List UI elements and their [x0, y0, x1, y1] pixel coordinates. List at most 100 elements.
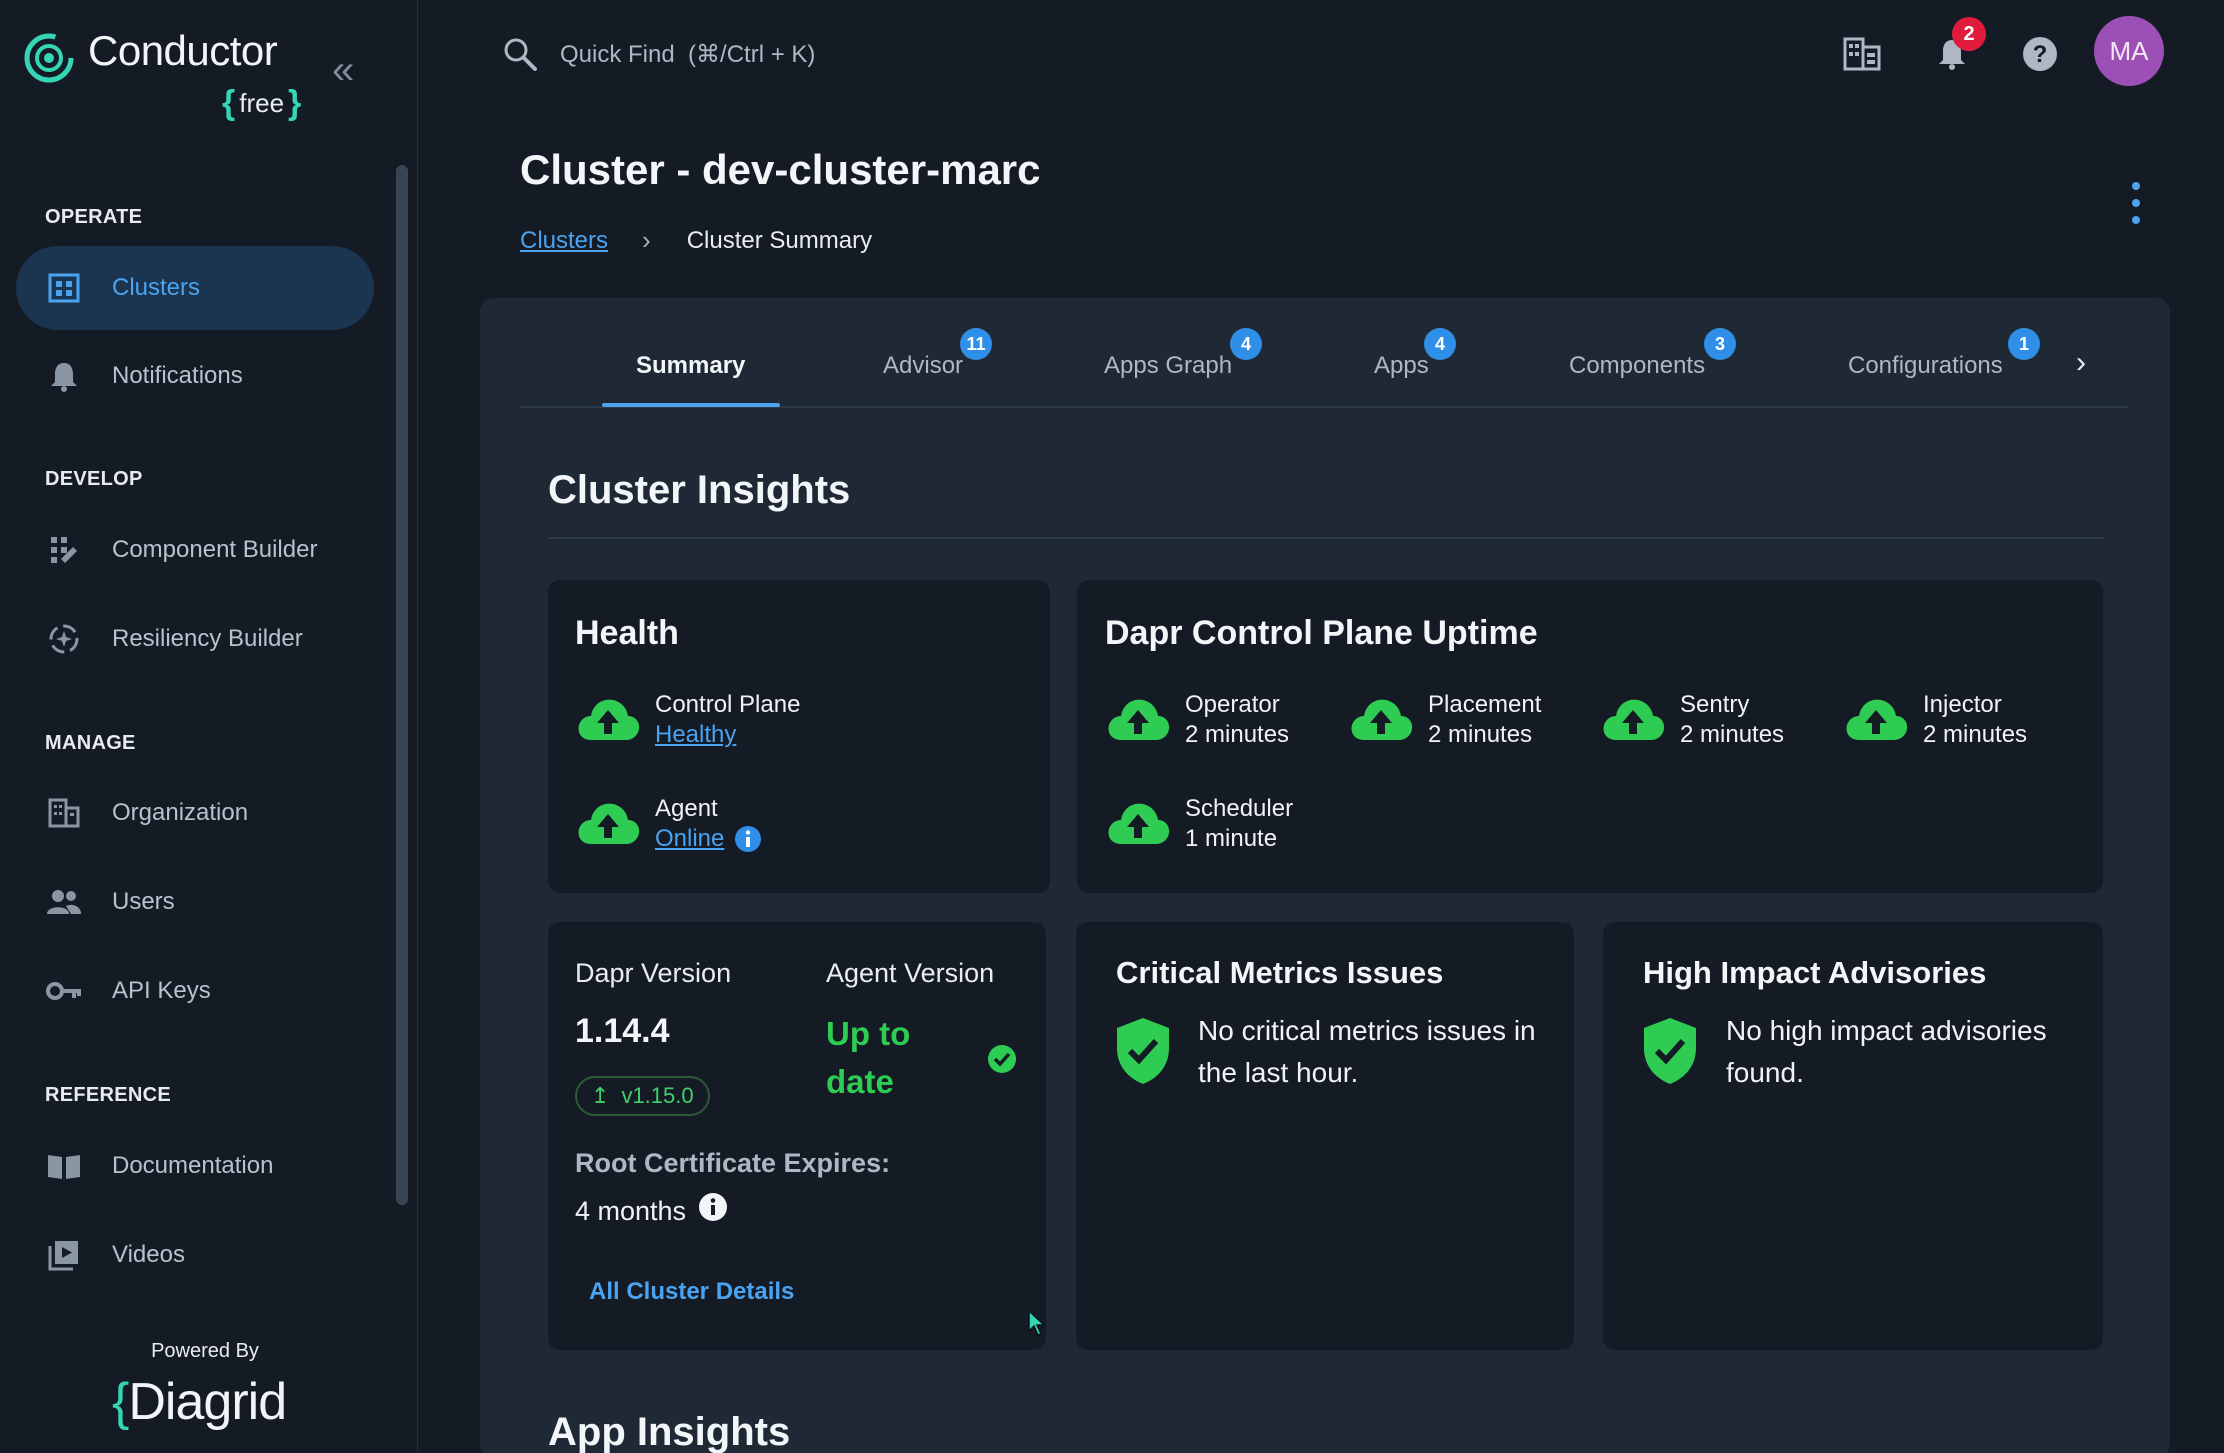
svg-text:?: ? — [2033, 41, 2048, 68]
sidebar-item-label: Clusters — [112, 274, 201, 301]
root-cert-label: Root Certificate Expires: — [575, 1148, 891, 1178]
tab-apps[interactable]: Apps — [1374, 352, 1429, 379]
tab-bar — [520, 298, 2128, 408]
critical-metrics-title: Critical Metrics Issues — [1116, 955, 1444, 990]
sidebar-scrollbar[interactable] — [396, 165, 408, 1205]
book-icon — [46, 1148, 82, 1184]
critical-metrics-card — [1076, 922, 1574, 1350]
uptime-value: 2 minutes — [1923, 721, 2028, 748]
sidebar-item-documentation[interactable]: Documentation — [16, 1124, 374, 1208]
agent-status: Agent Online — [575, 794, 762, 854]
logo[interactable]: Conductor — [22, 30, 278, 86]
shield-check-icon — [1644, 1018, 1696, 1084]
grid-icon — [46, 270, 82, 306]
control-plane-label: Control Plane — [655, 691, 801, 718]
tabs-scroll-right-icon[interactable]: › — [2076, 346, 2086, 379]
key-icon — [46, 973, 82, 1009]
dapr-version-value: 1.14.4 — [575, 1012, 670, 1050]
tab-apps-badge: 4 — [1424, 328, 1456, 360]
breadcrumb-current: Cluster Summary — [686, 226, 873, 254]
versions-card — [548, 922, 1046, 1350]
cluster-insights-title: Cluster Insights — [548, 468, 851, 512]
tab-configurations[interactable]: Configurations — [1848, 352, 2003, 379]
uptime-value: 1 minute — [1185, 825, 1278, 852]
advisories-message: No high impact advisories found. — [1726, 1015, 2047, 1088]
agent-version-value: Up to date — [826, 1015, 911, 1100]
sidebar-item-users[interactable]: Users — [16, 860, 374, 944]
search-placeholder: Quick Find (⌘/Ctrl + K) — [560, 40, 816, 68]
cloud-upload-icon — [578, 699, 640, 740]
uptime-label: Placement — [1428, 691, 1542, 718]
tab-advisor[interactable]: Advisor — [883, 352, 964, 379]
shield-check-icon — [1117, 1018, 1169, 1084]
users-icon — [46, 884, 82, 920]
agent-label: Agent — [655, 795, 718, 822]
advisories-title: High Impact Advisories — [1643, 955, 1987, 990]
check-circle-icon — [988, 1045, 1016, 1073]
help-icon[interactable]: ? — [2018, 32, 2062, 76]
page-title: Cluster - dev-cluster-marc — [520, 146, 1041, 193]
section-operate: OPERATE — [45, 206, 143, 228]
sidebar-item-label: Organization — [112, 799, 249, 826]
critical-metrics-message: No critical metrics issues in the last h… — [1198, 1015, 1536, 1088]
building-icon — [46, 795, 82, 831]
sidebar-item-clusters[interactable]: Clusters — [16, 246, 374, 330]
sidebar-item-notifications[interactable]: Notifications — [16, 334, 374, 418]
mouse-cursor-icon — [1028, 1310, 1046, 1336]
sidebar-item-organization[interactable]: Organization — [16, 771, 374, 855]
notification-count-badge: 2 — [1952, 17, 1986, 51]
tab-summary[interactable]: Summary — [636, 352, 746, 379]
tab-apps-graph[interactable]: Apps Graph — [1104, 352, 1233, 379]
control-plane-health-link[interactable]: Healthy — [655, 721, 737, 748]
more-options-icon[interactable] — [2126, 182, 2146, 224]
sidebar-item-component-builder[interactable]: Component Builder — [16, 508, 374, 592]
organization-switch-icon[interactable] — [1840, 32, 1884, 76]
sidebar-item-api-keys[interactable]: API Keys — [16, 949, 374, 1033]
tab-components[interactable]: Components — [1569, 352, 1706, 379]
sidebar-item-videos[interactable]: Videos — [16, 1213, 374, 1297]
sidebar-item-label: Documentation — [112, 1152, 274, 1179]
upgrade-version: v1.15.0 — [621, 1083, 694, 1108]
agent-version-label: Agent Version — [826, 958, 995, 988]
divider — [548, 537, 2104, 539]
health-title: Health — [575, 614, 679, 652]
app-insights-title: App Insights — [548, 1410, 791, 1453]
control-plane-status: Control Plane Healthy — [575, 690, 800, 750]
cloud-upload-icon — [578, 803, 640, 844]
section-reference: REFERENCE — [45, 1084, 172, 1106]
agent-online-link[interactable]: Online — [655, 825, 725, 852]
cloud-upload-icon — [1351, 699, 1413, 740]
search-icon — [504, 38, 537, 71]
bell-icon — [46, 358, 82, 394]
collapse-sidebar-icon[interactable]: « — [332, 48, 355, 92]
info-icon[interactable] — [698, 1192, 728, 1222]
uptime-value: 2 minutes — [1185, 721, 1290, 748]
sidebar-item-label: Component Builder — [112, 536, 318, 563]
section-manage: MANAGE — [45, 732, 136, 754]
conductor-logo-icon — [24, 33, 74, 83]
sidebar-item-resiliency-builder[interactable]: Resiliency Builder — [16, 597, 374, 681]
cloud-upload-icon — [1108, 699, 1170, 740]
arrow-up-icon: ↥ — [591, 1083, 610, 1108]
video-icon — [46, 1237, 82, 1273]
cloud-upload-icon — [1603, 699, 1665, 740]
tab-advisor-badge: 11 — [960, 328, 992, 360]
info-icon[interactable] — [734, 825, 762, 853]
sidebar-item-label: Resiliency Builder — [112, 625, 303, 652]
all-cluster-details-link[interactable]: All Cluster Details — [589, 1278, 795, 1305]
uptime-value: 2 minutes — [1428, 721, 1533, 748]
chevron-right-icon: › — [642, 225, 651, 255]
uptime-card — [1077, 580, 2103, 893]
upgrade-available-badge[interactable]: ↥ v1.15.0 — [575, 1076, 710, 1116]
uptime-label: Scheduler — [1185, 795, 1294, 822]
breadcrumb-clusters-link[interactable]: Clusters — [520, 226, 609, 254]
quick-find[interactable]: Quick Find (⌘/Ctrl + K) — [502, 36, 815, 72]
user-avatar[interactable]: MA — [2094, 16, 2164, 86]
cloud-upload-icon — [1108, 803, 1170, 844]
sidebar-item-label: Notifications — [112, 362, 243, 389]
uptime-operator: Operator 2 minutes — [1105, 690, 1289, 750]
tab-components-badge: 3 — [1704, 328, 1736, 360]
tab-apps-graph-badge: 4 — [1230, 328, 1262, 360]
powered-by-label: Powered By — [151, 1340, 259, 1362]
diagrid-logo[interactable]: {Diagrid — [112, 1373, 287, 1431]
